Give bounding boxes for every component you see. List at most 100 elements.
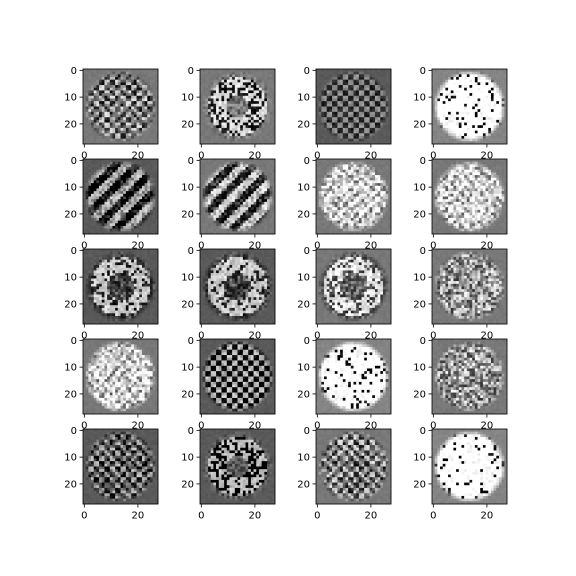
y-tick-label: 20 xyxy=(297,209,310,220)
y-tick-label: 0 xyxy=(188,156,194,167)
y-tick-label: 0 xyxy=(304,246,310,257)
x-tick-label: 20 xyxy=(481,241,494,252)
x-tick-label: 20 xyxy=(249,241,262,252)
panel-frame xyxy=(199,68,276,145)
x-tick-label: 0 xyxy=(430,241,436,252)
image-panel: 0 10 20 0 20 xyxy=(181,66,276,162)
image-panel: 0 10 20 0 20 xyxy=(297,156,392,252)
y-tick-label: 20 xyxy=(181,209,194,220)
x-tick-label: 0 xyxy=(430,421,436,432)
x-tick-label: 0 xyxy=(430,331,436,342)
panel-image xyxy=(432,69,508,145)
y-tick-label: 0 xyxy=(71,336,77,347)
panel-image xyxy=(432,429,508,505)
panel-frame xyxy=(199,248,276,325)
y-tick-label: 0 xyxy=(71,66,77,77)
y-tick-label: 20 xyxy=(181,389,194,400)
image-panel: 0 10 20 0 20 xyxy=(413,246,508,342)
y-tick-label: 0 xyxy=(188,246,194,257)
image-panel: 0 10 20 0 20 xyxy=(181,336,276,432)
y-tick-label: 10 xyxy=(413,363,426,374)
y-tick-label: 10 xyxy=(181,363,194,374)
panel-image xyxy=(432,339,508,415)
panel-frame xyxy=(431,428,508,505)
panel-frame xyxy=(82,68,159,145)
y-tick-label: 20 xyxy=(413,119,426,130)
image-panel: 0 10 20 0 20 xyxy=(413,426,508,522)
y-tick-label: 10 xyxy=(297,363,310,374)
x-tick-label: 0 xyxy=(198,241,204,252)
panel-frame xyxy=(315,338,392,415)
panel-frame xyxy=(315,158,392,235)
y-tick-label: 20 xyxy=(297,389,310,400)
panel-image xyxy=(200,69,276,145)
y-tick-label: 0 xyxy=(188,336,194,347)
x-tick-label: 20 xyxy=(481,421,494,432)
x-tick-label: 20 xyxy=(249,511,262,522)
panel-frame xyxy=(82,248,159,325)
x-tick-label: 0 xyxy=(314,511,320,522)
x-tick-label: 20 xyxy=(365,331,378,342)
panel-frame xyxy=(199,338,276,415)
image-panel: 0 10 20 0 20 xyxy=(297,246,392,342)
y-tick-label: 0 xyxy=(304,66,310,77)
y-tick-label: 20 xyxy=(64,479,77,490)
x-tick-label: 0 xyxy=(314,331,320,342)
y-tick-label: 10 xyxy=(297,453,310,464)
panel-image xyxy=(83,159,159,235)
x-tick-label: 20 xyxy=(132,241,145,252)
panel-frame xyxy=(431,158,508,235)
y-tick-label: 0 xyxy=(420,246,426,257)
y-tick-label: 10 xyxy=(297,183,310,194)
image-panel: 0 10 20 0 20 xyxy=(64,156,159,252)
panel-frame xyxy=(82,338,159,415)
y-tick-label: 10 xyxy=(181,453,194,464)
x-tick-label: 0 xyxy=(81,241,87,252)
panel-image xyxy=(83,429,159,505)
y-tick-label: 0 xyxy=(304,156,310,167)
y-tick-label: 0 xyxy=(420,426,426,437)
x-tick-label: 20 xyxy=(132,511,145,522)
image-panel: 0 10 20 0 20 xyxy=(297,336,392,432)
panel-image xyxy=(200,159,276,235)
x-tick-label: 20 xyxy=(365,151,378,162)
image-panel: 0 10 20 0 20 xyxy=(181,246,276,342)
x-tick-label: 0 xyxy=(430,151,436,162)
y-tick-label: 20 xyxy=(181,299,194,310)
panel-image xyxy=(200,339,276,415)
panel-image xyxy=(316,429,392,505)
y-tick-label: 0 xyxy=(304,426,310,437)
panel-image xyxy=(432,159,508,235)
y-tick-label: 0 xyxy=(420,336,426,347)
x-tick-label: 0 xyxy=(314,421,320,432)
y-tick-label: 10 xyxy=(297,273,310,284)
image-panel: 0 10 20 0 20 xyxy=(64,426,159,522)
x-tick-label: 0 xyxy=(314,151,320,162)
x-tick-label: 0 xyxy=(314,241,320,252)
image-panel: 0 10 20 0 20 xyxy=(297,66,392,162)
image-panel: 0 10 20 0 20 xyxy=(64,66,159,162)
y-tick-label: 20 xyxy=(413,299,426,310)
y-tick-label: 0 xyxy=(71,426,77,437)
panel-frame xyxy=(82,428,159,505)
y-tick-label: 0 xyxy=(71,246,77,257)
y-tick-label: 10 xyxy=(181,93,194,104)
panel-image xyxy=(316,159,392,235)
y-tick-label: 10 xyxy=(64,183,77,194)
y-tick-label: 10 xyxy=(413,453,426,464)
panel-image xyxy=(83,339,159,415)
y-tick-label: 10 xyxy=(64,93,77,104)
x-tick-label: 0 xyxy=(198,151,204,162)
x-tick-label: 20 xyxy=(132,151,145,162)
y-tick-label: 10 xyxy=(413,93,426,104)
x-tick-label: 20 xyxy=(249,421,262,432)
y-tick-label: 10 xyxy=(64,273,77,284)
y-tick-label: 0 xyxy=(304,336,310,347)
y-tick-label: 10 xyxy=(181,183,194,194)
x-tick-label: 0 xyxy=(81,151,87,162)
panel-frame xyxy=(431,68,508,145)
x-tick-label: 20 xyxy=(132,421,145,432)
panel-frame xyxy=(431,338,508,415)
y-tick-label: 20 xyxy=(297,119,310,130)
y-tick-label: 0 xyxy=(188,66,194,77)
